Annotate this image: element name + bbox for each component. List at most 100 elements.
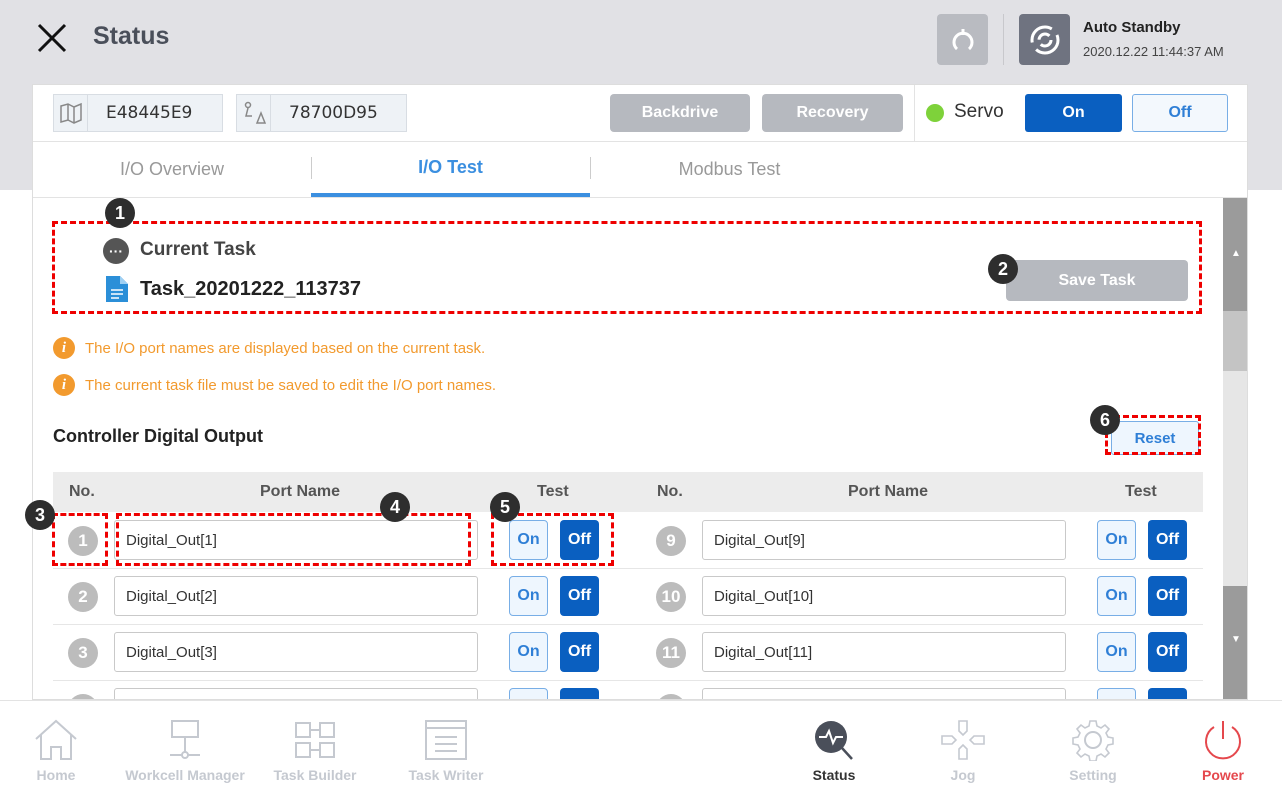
tab-io-overview[interactable]: I/O Overview [119,159,225,179]
workcell-icon [170,720,200,759]
scroll-down-button[interactable]: ▼ [1223,586,1247,699]
robot-mode: Auto Standby [1083,19,1181,36]
table-row: 2 Digital_Out[2] On Off 10 Digital_Out[1… [53,569,1203,625]
test-on-button[interactable]: On [509,632,548,672]
port-number: 10 [656,582,686,612]
port-number [68,694,98,699]
power-icon [1205,721,1241,760]
controller-icon [59,102,82,124]
notice: i The I/O port names are displayed based … [53,337,485,359]
port-number: 3 [68,638,98,668]
annotation-box [116,513,471,566]
column-header-test: Test [537,483,569,500]
current-task-heading: Current Task [140,239,256,260]
servo-status-indicator [926,104,944,122]
test-off-button[interactable]: Off [560,576,599,616]
refresh-icon [952,28,973,50]
scrollbar[interactable]: ▲ ▼ [1223,198,1247,699]
port-number: 9 [656,526,686,556]
nav-task-writer[interactable]: Task Writer [386,701,506,800]
port-name-input[interactable]: Digital_Out[2] [114,576,478,616]
info-icon: i [53,337,75,359]
task-file-icon [106,276,128,302]
test-off-button[interactable]: Off [1148,520,1187,560]
bottom-nav: Home Workcell Manager Task Builder Task … [0,700,1282,799]
divider [914,85,915,141]
nav-power[interactable]: Power [1163,701,1282,800]
scroll-up-button[interactable]: ▲ [1223,198,1247,311]
servo-on-button[interactable]: On [1025,94,1122,132]
servo-off-button[interactable]: Off [1132,94,1228,132]
table-header [53,472,1203,512]
home-icon [35,719,77,760]
backdrive-button[interactable]: Backdrive [610,94,750,132]
task-writer-icon [425,720,467,760]
port-name-input[interactable]: Digital_Out[10] [702,576,1066,616]
annotation-box [52,221,1202,314]
nav-task-builder[interactable]: Task Builder [255,701,375,800]
test-on-button[interactable] [509,688,548,699]
nav-setting[interactable]: Setting [1033,701,1153,800]
test-off-button[interactable]: Off [1148,576,1187,616]
recovery-button[interactable]: Recovery [762,94,903,132]
annotation-box [491,513,614,566]
test-on-button[interactable]: On [1097,520,1136,560]
port-name-input[interactable]: Digital_Out[3] [114,632,478,672]
port-name-input[interactable]: Digital_Out[1] [114,520,478,560]
annotation-badge: 1 [105,198,135,228]
table-row [53,681,1203,699]
port-number [656,694,686,699]
divider [1003,14,1004,65]
divider [33,141,1247,142]
port-name-input[interactable]: Digital_Out[9] [702,520,1066,560]
column-header-port-name: Port Name [848,483,929,500]
divider [311,157,312,179]
tab-modbus-test[interactable]: Modbus Test [678,159,781,179]
datetime: 2020.12.22 11:44:37 AM [1083,44,1224,59]
divider [33,197,1247,198]
test-off-button[interactable]: Off [560,632,599,672]
scrollbar-thumb[interactable] [1223,311,1247,371]
port-name-input[interactable] [702,688,1066,699]
tab-io-test[interactable]: I/O Test [311,142,590,197]
reset-button[interactable]: Reset [1111,421,1199,455]
robot-id: 78700D95 [236,94,407,132]
test-off-button[interactable]: Off [1148,632,1187,672]
test-on-button[interactable]: On [1097,576,1136,616]
port-number: 11 [656,638,686,668]
nav-jog[interactable]: Jog [903,701,1023,800]
port-name-input[interactable]: Digital_Out[11] [702,632,1066,672]
divider [590,157,591,179]
test-on-button[interactable]: On [509,576,548,616]
test-off-button[interactable]: Off [560,520,599,560]
annotation-badge: 5 [490,492,520,522]
port-number: 2 [68,582,98,612]
column-header-test: Test [1125,483,1157,500]
annotation-badge: 3 [25,500,55,530]
table-row: 3 Digital_Out[3] On Off 11 Digital_Out[1… [53,625,1203,681]
task-builder-icon [295,722,335,758]
column-header-port-name: Port Name [260,483,341,500]
annotation-box [1105,415,1201,455]
close-icon[interactable] [36,22,68,54]
gear-icon [1072,720,1114,761]
section-title: Controller Digital Output [53,426,263,446]
port-number: 1 [68,526,98,556]
robot-warning-icon [244,101,266,124]
test-on-button[interactable] [1097,688,1136,699]
refresh-button[interactable] [937,14,988,65]
test-on-button[interactable]: On [1097,632,1136,672]
status-panel: E48445E9 78700D95 Backdrive Recovery Ser… [32,84,1248,700]
more-icon: ··· [103,238,129,264]
column-header-no: No. [657,483,683,500]
test-off-button[interactable] [560,688,599,699]
nav-status[interactable]: Status [774,701,894,800]
notice: i The current task file must be saved to … [53,374,496,396]
port-name-input[interactable] [114,688,478,699]
nav-workcell-manager[interactable]: Workcell Manager [125,701,245,800]
save-task-button[interactable]: Save Task [1006,260,1188,301]
nav-home[interactable]: Home [0,701,116,800]
test-off-button[interactable] [1148,688,1187,699]
column-header-no: No. [69,483,95,500]
test-on-button[interactable]: On [509,520,548,560]
